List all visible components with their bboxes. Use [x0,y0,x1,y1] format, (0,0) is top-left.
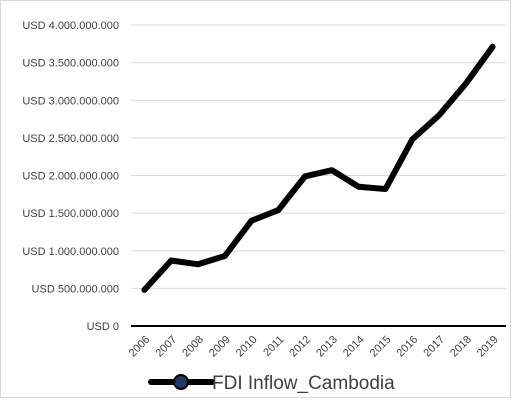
x-tick-label: 2019 [475,334,501,360]
y-tick-label: USD 2.000.000.000 [22,171,119,183]
x-tick-label: 2009 [207,334,233,360]
y-tick-label: USD 1.000.000.000 [22,246,119,258]
x-tick-label: 2016 [395,334,421,360]
legend-label: FDI Inflow_Cambodia [212,373,395,394]
data-point [303,174,307,178]
data-point [410,137,414,141]
y-tick-label: USD 500.000.000 [32,283,119,295]
data-point [330,168,334,172]
data-point [491,45,495,49]
series-layer [141,43,496,293]
data-point [357,185,361,189]
x-axis: 2006 2007 2008 2009 2010 2011 2012 2013 2014 2015… [127,325,506,360]
y-axis-labels: USD 0 USD 500.000.000 USD 1.000.000.000 USD… [22,20,119,333]
data-point [223,254,227,258]
x-tick-label: 2013 [314,334,340,360]
x-tick-label: 2015 [368,334,394,360]
x-tick-label: 2008 [180,334,206,360]
x-tick-label: 2006 [127,334,153,360]
x-tick-label: 2007 [154,334,180,360]
y-tick-label: USD 3.500.000.000 [22,58,119,70]
y-tick-label: USD 3.000.000.000 [22,95,119,107]
y-tick-label: USD 0 [87,321,119,333]
legend: FDI Inflow_Cambodia [148,373,395,394]
x-tick-label: 2011 [261,334,286,359]
data-point [250,219,254,223]
data-point [142,288,146,292]
legend-marker-icon [173,374,189,390]
y-tick-label: USD 1.500.000.000 [22,208,119,220]
grid-lines [131,24,506,289]
data-point [383,187,387,191]
y-tick-label: USD 4.000.000.000 [22,20,119,32]
y-tick-label: USD 2.500.000.000 [22,133,119,145]
data-point [464,82,468,86]
data-point [169,259,173,263]
x-tick-label: 2014 [341,334,367,360]
data-point [276,208,280,212]
x-tick-label: 2010 [234,334,260,360]
data-point [437,113,441,117]
x-tick-label: 2017 [421,334,447,360]
data-point [196,262,200,266]
x-tick-label: 2018 [448,334,474,360]
series-line [141,43,496,293]
x-tick-label: 2012 [287,334,313,360]
